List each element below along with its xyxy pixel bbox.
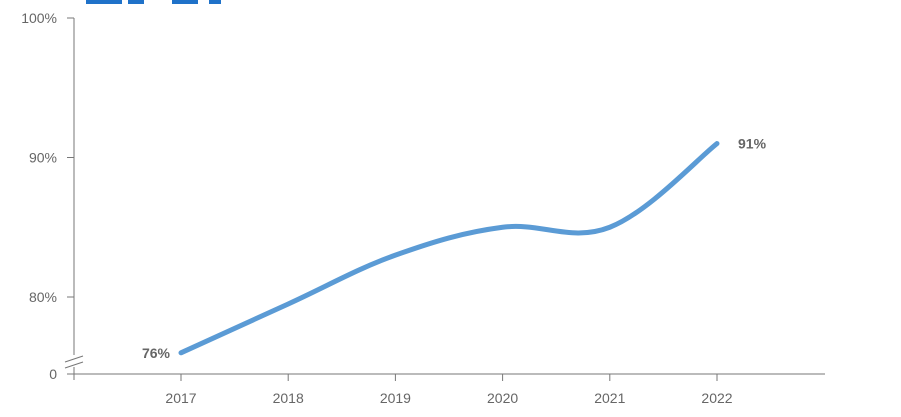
axis-break-mark [64,355,84,363]
data-label: 91% [738,136,767,152]
series-line [178,141,720,356]
data-labels: 76% 91% [142,136,767,361]
y-axis-break-marks [64,355,84,369]
axis-break-mark [64,361,84,369]
x-tick-label: 2017 [165,390,196,406]
y-tick-label: 0 [49,366,57,382]
y-tick-label: 90% [29,150,57,166]
x-ticks: 2017 2018 2019 2020 2021 2022 [165,374,733,406]
y-tick-label: 80% [29,289,57,305]
title-fragment-bar [209,0,221,4]
title-fragment-bar [86,0,122,4]
y-ticks: 80% 90% 100% 0 [21,10,74,382]
title-fragment-bar [172,0,198,4]
data-label: 76% [142,345,171,361]
title-fragment-bar [128,0,144,4]
y-tick-label: 100% [21,10,57,26]
x-tick-label: 2022 [701,390,732,406]
x-tick-label: 2019 [380,390,411,406]
axes: 80% 90% 100% 0 2017 2018 2019 2020 2021 2022 [21,10,825,406]
x-tick-label: 2021 [594,390,625,406]
x-tick-label: 2020 [487,390,518,406]
series-group [178,141,720,356]
chart-header-fragment [86,0,221,4]
x-tick-label: 2018 [273,390,304,406]
